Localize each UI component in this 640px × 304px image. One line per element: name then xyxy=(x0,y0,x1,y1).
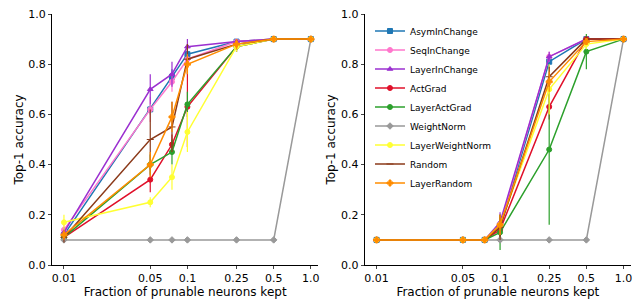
svg-text:0.1: 0.1 xyxy=(179,272,197,285)
svg-text:0.2: 0.2 xyxy=(341,209,359,222)
svg-text:Top-1 accuracy: Top-1 accuracy xyxy=(12,94,26,185)
svg-text:0.25: 0.25 xyxy=(224,272,249,285)
svg-text:0.0: 0.0 xyxy=(28,259,46,272)
svg-text:Fraction of prunable neurons k: Fraction of prunable neurons kept xyxy=(84,285,287,299)
svg-text:LayerRandom: LayerRandom xyxy=(410,179,472,189)
svg-text:LayerInChange: LayerInChange xyxy=(410,65,478,75)
svg-text:0.8: 0.8 xyxy=(341,58,359,71)
svg-text:SeqInChange: SeqInChange xyxy=(410,46,470,56)
svg-text:0.0: 0.0 xyxy=(341,259,359,272)
svg-text:LayerWeightNorm: LayerWeightNorm xyxy=(410,141,491,151)
svg-text:LayerActGrad: LayerActGrad xyxy=(410,103,471,113)
svg-text:0.01: 0.01 xyxy=(364,272,389,285)
svg-text:0.1: 0.1 xyxy=(491,272,509,285)
svg-text:0.4: 0.4 xyxy=(28,158,46,171)
svg-text:0.2: 0.2 xyxy=(28,209,46,222)
svg-text:0.01: 0.01 xyxy=(52,272,77,285)
svg-text:0.4: 0.4 xyxy=(341,158,359,171)
svg-text:1.0: 1.0 xyxy=(28,8,46,21)
svg-text:1.0: 1.0 xyxy=(302,272,320,285)
svg-text:0.5: 0.5 xyxy=(265,272,283,285)
svg-text:0.5: 0.5 xyxy=(578,272,596,285)
svg-text:1.0: 1.0 xyxy=(341,8,359,21)
svg-text:AsymInChange: AsymInChange xyxy=(410,27,478,37)
svg-text:ActGrad: ActGrad xyxy=(410,84,446,94)
svg-text:0.6: 0.6 xyxy=(28,108,46,121)
svg-text:0.05: 0.05 xyxy=(138,272,163,285)
svg-text:Fraction of prunable neurons k: Fraction of prunable neurons kept xyxy=(396,285,599,299)
svg-text:Top-1 accuracy: Top-1 accuracy xyxy=(324,94,338,185)
svg-text:0.05: 0.05 xyxy=(451,272,476,285)
svg-text:0.6: 0.6 xyxy=(341,108,359,121)
svg-text:0.8: 0.8 xyxy=(28,58,46,71)
svg-text:Random: Random xyxy=(410,160,447,170)
svg-text:WeightNorm: WeightNorm xyxy=(410,122,466,132)
svg-text:1.0: 1.0 xyxy=(615,272,633,285)
svg-text:0.25: 0.25 xyxy=(537,272,562,285)
